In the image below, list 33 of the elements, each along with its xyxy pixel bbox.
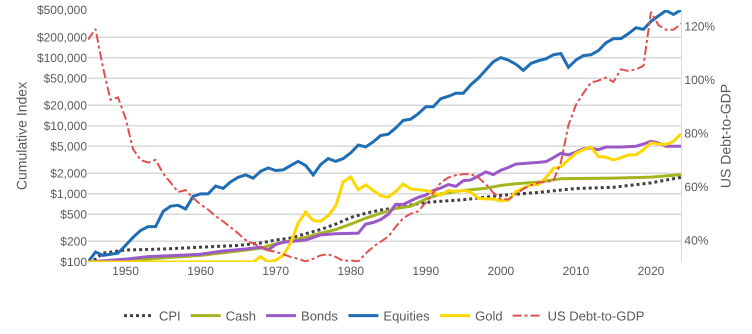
x-tick-label: 1990 <box>412 264 440 278</box>
y2-tick-label: 60% <box>684 180 709 194</box>
y-tick-label: $50,000 <box>44 71 88 86</box>
y2-tick-label: 80% <box>684 126 709 140</box>
y-tick-label: $10,000 <box>44 118 88 133</box>
y-tick-label: $100,000 <box>36 50 88 65</box>
y-tick-label: $1,000 <box>50 187 88 202</box>
legend-label: US Debt-to-GDP <box>548 308 644 324</box>
x-tick-label: 1960 <box>187 264 214 278</box>
y-tick-label: $5,000 <box>50 139 88 154</box>
legend-label: CPI <box>159 308 181 324</box>
y-tick-label: $100 <box>60 255 88 270</box>
y2-axis-title: US Debt-to-GDP <box>718 84 734 188</box>
x-tick-label: 2000 <box>488 264 515 278</box>
y-axis-title: Cumulative Index <box>14 82 30 190</box>
y-tick-label: $200,000 <box>36 30 88 44</box>
x-tick-label: 2010 <box>562 264 590 278</box>
x-tick-label: 2020 <box>638 264 665 278</box>
legend-label: Cash <box>226 308 256 324</box>
y2-tick-label: 100% <box>684 72 716 87</box>
legend-label: Gold <box>475 308 503 324</box>
y-tick-label: $2,000 <box>50 166 88 181</box>
y-tick-label: $500 <box>60 208 88 222</box>
legend-label: Bonds <box>301 308 338 324</box>
y2-tick-label: 40% <box>684 233 709 248</box>
y-tick-label: $500,000 <box>36 3 88 18</box>
x-tick-label: 1980 <box>337 264 364 278</box>
x-tick-label: 1970 <box>262 264 290 278</box>
y-tick-label: $20,000 <box>44 98 88 112</box>
y-tick-label: $200 <box>60 234 88 249</box>
y2-tick-label: 120% <box>684 20 716 34</box>
x-tick-label: 1950 <box>112 264 140 278</box>
legend-label: Equities <box>383 308 430 324</box>
